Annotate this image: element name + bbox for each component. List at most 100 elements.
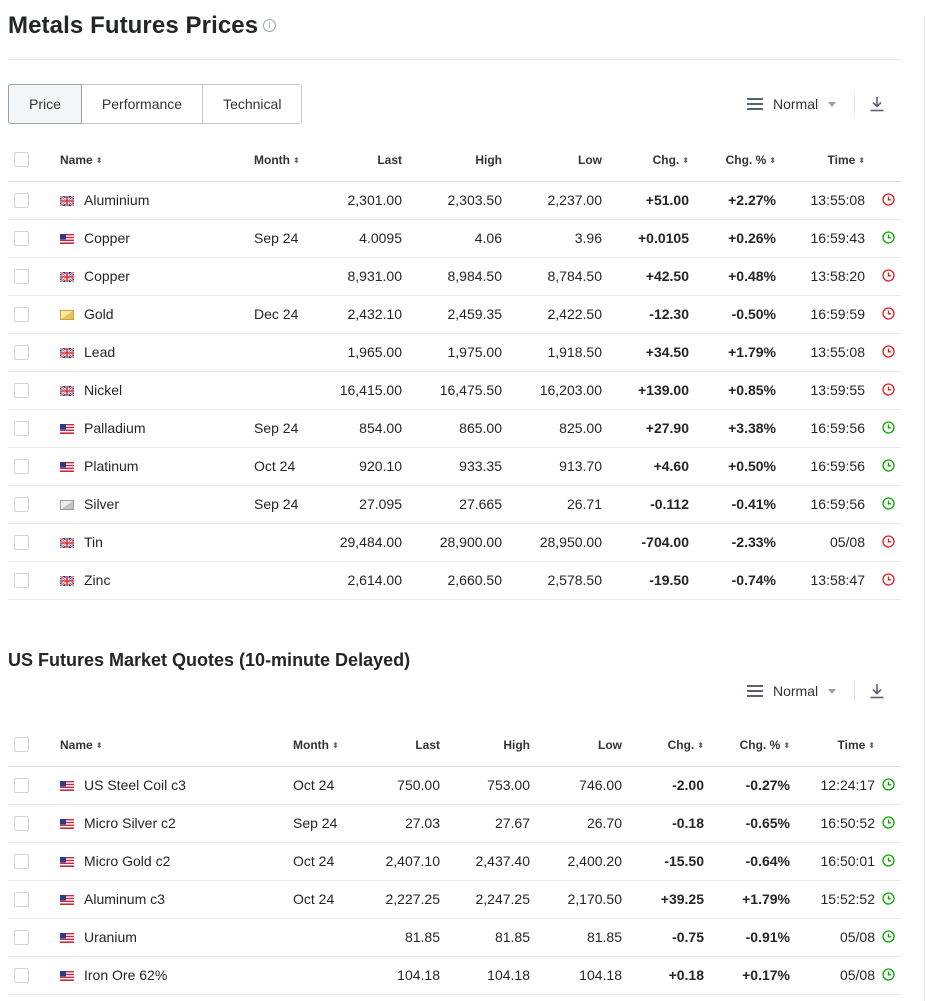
- change-cell: +0.18: [622, 956, 704, 995]
- col-header-name[interactable]: Name ⬍: [48, 139, 248, 182]
- change-cell: -19.50: [602, 561, 689, 600]
- col-header-high[interactable]: High: [402, 139, 502, 182]
- instrument-name-link[interactable]: Tin: [84, 534, 103, 550]
- instrument-name-link[interactable]: Uranium: [84, 929, 137, 945]
- instrument-name-link[interactable]: Nickel: [84, 382, 123, 398]
- col-header-month[interactable]: Month ⬍: [288, 724, 358, 767]
- table-row[interactable]: Copper Sep 24 4.0095 4.06 3.96 +0.0105 +0.26% 1…: [8, 219, 901, 258]
- table-row[interactable]: Micro Silver c2 Sep 24 27.03 27.67 26.70 -0.1…: [8, 804, 901, 843]
- row-checkbox[interactable]: [14, 968, 29, 984]
- instrument-name-link[interactable]: Copper: [84, 268, 130, 284]
- table-row[interactable]: Tin 29,484.00 28,900.00 28,950.00 -704.00 -2.…: [8, 523, 901, 562]
- table-row[interactable]: Gold Dec 24 2,432.10 2,459.35 2,422.50 -12.30…: [8, 295, 901, 334]
- col-header-low[interactable]: Low: [502, 139, 602, 182]
- row-checkbox[interactable]: [14, 854, 29, 870]
- clock-icon: [882, 383, 895, 396]
- instrument-name-link[interactable]: Copper: [84, 230, 130, 246]
- select-all-checkbox[interactable]: [14, 737, 29, 753]
- time-cell: 16:59:43: [776, 219, 865, 258]
- download-icon[interactable]: [869, 683, 885, 699]
- col-header-low[interactable]: Low: [530, 724, 622, 767]
- table-row[interactable]: Nickel 16,415.00 16,475.50 16,203.00 +139.00…: [8, 371, 901, 410]
- instrument-name-link[interactable]: Silver: [84, 496, 120, 512]
- instrument-name-link[interactable]: Micro Silver c2: [84, 815, 176, 831]
- col-header-chg-pct[interactable]: Chg. % ⬍: [704, 724, 790, 767]
- instrument-name-link[interactable]: Micro Gold c2: [84, 853, 171, 869]
- row-checkbox[interactable]: [14, 573, 29, 589]
- row-checkbox[interactable]: [14, 383, 29, 399]
- row-checkbox[interactable]: [14, 930, 29, 946]
- time-cell: 13:58:47: [776, 561, 865, 600]
- table-row[interactable]: Aluminium 2,301.00 2,303.50 2,237.00 +51.00 +…: [8, 181, 901, 220]
- select-all-checkbox[interactable]: [14, 152, 29, 168]
- view-mode-select[interactable]: Normal: [747, 96, 837, 112]
- month-cell: Dec 24: [248, 295, 308, 334]
- table-row[interactable]: Palladium Sep 24 854.00 865.00 825.00 +27.90 +…: [8, 409, 901, 448]
- row-checkbox[interactable]: [14, 497, 29, 513]
- row-checkbox[interactable]: [14, 269, 29, 285]
- table-row[interactable]: Aluminum c3 Oct 24 2,227.25 2,247.25 2,170.5…: [8, 880, 901, 919]
- info-icon[interactable]: i: [263, 19, 277, 32]
- instrument-name-link[interactable]: Platinum: [84, 458, 139, 474]
- col-header-chg[interactable]: Chg. ⬍: [602, 139, 689, 182]
- tab-technical[interactable]: Technical: [203, 84, 303, 124]
- row-checkbox[interactable]: [14, 421, 29, 437]
- row-checkbox[interactable]: [14, 535, 29, 551]
- tab-price[interactable]: Price: [8, 84, 82, 124]
- instrument-name-link[interactable]: Iron Ore 62%: [84, 967, 168, 983]
- row-checkbox[interactable]: [14, 231, 29, 247]
- row-checkbox[interactable]: [14, 816, 29, 832]
- download-icon[interactable]: [869, 96, 885, 112]
- last-cell: 750.00: [358, 766, 440, 805]
- sort-icon: ⬍: [331, 740, 339, 750]
- us-flag-icon: [60, 424, 74, 434]
- view-mode-select[interactable]: Normal: [747, 683, 837, 699]
- col-header-time[interactable]: Time ⬍: [790, 724, 875, 767]
- divider: [854, 681, 856, 701]
- high-cell: 16,475.50: [402, 371, 502, 410]
- time-cell: 05/08: [790, 918, 875, 957]
- instrument-name-link[interactable]: Aluminium: [84, 192, 150, 208]
- low-cell: 104.18: [530, 956, 622, 995]
- row-checkbox[interactable]: [14, 459, 29, 475]
- clock-icon: [882, 892, 895, 905]
- col-header-last[interactable]: Last: [308, 139, 402, 182]
- table-row[interactable]: US Steel Coil c3 Oct 24 750.00 753.00 746.00…: [8, 766, 901, 805]
- tab-performance[interactable]: Performance: [81, 84, 204, 124]
- row-checkbox[interactable]: [14, 193, 29, 209]
- uk-flag-icon: [60, 386, 74, 396]
- table-row[interactable]: Iron Ore 62% 104.18 104.18 104.18 +0.18 +0.17…: [8, 956, 901, 995]
- low-cell: 81.85: [530, 918, 622, 957]
- col-header-last[interactable]: Last: [358, 724, 440, 767]
- table-row[interactable]: Uranium 81.85 81.85 81.85 -0.75 -0.91% 05/08: [8, 918, 901, 957]
- change-cell: +42.50: [602, 257, 689, 296]
- instrument-name-link[interactable]: Zinc: [84, 572, 111, 588]
- table-row[interactable]: Lead 1,965.00 1,975.00 1,918.50 +34.50 +1.79%…: [8, 333, 901, 372]
- instrument-name-link[interactable]: Gold: [84, 306, 114, 322]
- change-cell: +34.50: [602, 333, 689, 372]
- change-pct-cell: -0.50%: [689, 295, 776, 334]
- col-header-high[interactable]: High: [440, 724, 530, 767]
- col-header-chg-pct[interactable]: Chg. % ⬍: [689, 139, 776, 182]
- instrument-name-link[interactable]: Lead: [84, 344, 116, 360]
- table-row[interactable]: Micro Gold c2 Oct 24 2,407.10 2,437.40 2,400…: [8, 842, 901, 881]
- col-header-time[interactable]: Time ⬍: [776, 139, 865, 182]
- change-pct-cell: -0.74%: [689, 561, 776, 600]
- instrument-name-link[interactable]: US Steel Coil c3: [84, 777, 186, 793]
- row-checkbox[interactable]: [14, 307, 29, 323]
- us-flag-icon: [60, 933, 74, 943]
- row-checkbox[interactable]: [14, 345, 29, 361]
- instrument-name-link[interactable]: Palladium: [84, 420, 146, 436]
- col-header-chg[interactable]: Chg. ⬍: [622, 724, 704, 767]
- col-header-name[interactable]: Name ⬍: [48, 724, 288, 767]
- table-row[interactable]: Zinc 2,614.00 2,660.50 2,578.50 -19.50 -0.74%…: [8, 561, 901, 600]
- month-cell: [248, 181, 308, 220]
- table-row[interactable]: Copper 8,931.00 8,984.50 8,784.50 +42.50 +0.4…: [8, 257, 901, 296]
- change-pct-cell: -0.41%: [689, 485, 776, 524]
- instrument-name-link[interactable]: Aluminum c3: [84, 891, 165, 907]
- table-row[interactable]: Platinum Oct 24 920.10 933.35 913.70 +4.60 +0.…: [8, 447, 901, 486]
- row-checkbox[interactable]: [14, 778, 29, 794]
- row-checkbox[interactable]: [14, 892, 29, 908]
- col-header-month[interactable]: Month ⬍: [248, 139, 308, 182]
- table-row[interactable]: Silver Sep 24 27.095 27.665 26.71 -0.112 -0.41…: [8, 485, 901, 524]
